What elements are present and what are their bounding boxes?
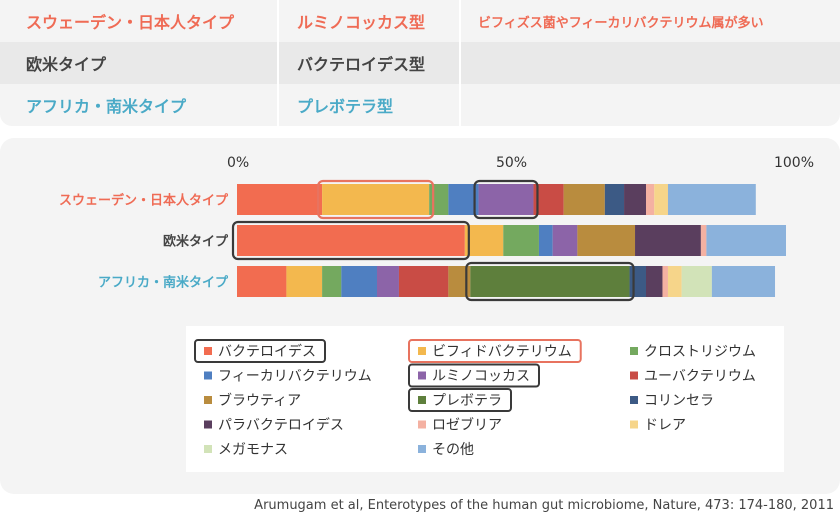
- legend-swatch: [418, 371, 426, 380]
- bar-segment: [464, 225, 504, 256]
- bar-segment: [706, 225, 786, 256]
- legend-label: バクテロイデス: [218, 343, 316, 360]
- legend-label: その他: [432, 442, 474, 458]
- bar-segment: [341, 266, 377, 297]
- legend-label: ユーバクテリウム: [644, 369, 756, 385]
- bar-segment: [376, 266, 399, 297]
- legend-swatch: [630, 420, 638, 429]
- type-name: アフリカ・南米タイプ: [26, 97, 187, 116]
- bar-segment: [662, 266, 668, 297]
- table-row: アフリカ・南米タイプ プレボテラ型: [0, 84, 840, 126]
- bar-segment: [667, 266, 682, 297]
- legend-swatch: [204, 371, 212, 380]
- bar-segment: [700, 225, 707, 256]
- x-tick-label: 50%: [496, 155, 527, 171]
- legend-swatch: [204, 420, 212, 429]
- bar-segment: [635, 225, 701, 256]
- legend-box: [186, 326, 784, 472]
- bar-segment: [538, 225, 553, 256]
- x-tick-label: 0%: [227, 155, 249, 171]
- legend-label: ロゼブリア: [432, 417, 502, 434]
- category-label: スウェーデン・日本人タイプ: [59, 193, 229, 209]
- bar-segment: [646, 184, 655, 215]
- legend-swatch: [204, 396, 212, 404]
- legend-label: メガモナス: [218, 442, 288, 458]
- table-row: 欧米タイプ バクテロイデス型: [0, 42, 840, 84]
- legend-swatch: [418, 347, 426, 355]
- category-label: 欧米タイプ: [163, 234, 229, 250]
- legend-label: コリンセラ: [644, 393, 714, 409]
- bar-segment: [624, 184, 647, 215]
- category-label: アフリカ・南米タイプ: [98, 275, 229, 291]
- genus-type: バクテロイデス型: [297, 55, 426, 74]
- bar-segment: [429, 184, 449, 215]
- type-note: ビフィズス菌やフィーカリバクテリウム属が多い: [478, 15, 764, 31]
- bar-segment: [398, 266, 449, 297]
- bar-segment: [237, 225, 465, 256]
- bar-segment: [711, 266, 776, 297]
- legend-highlight-frame: [408, 339, 582, 363]
- highlight-frame: [473, 179, 539, 220]
- column-divider: [277, 0, 279, 126]
- legend-highlight-frame: [408, 363, 540, 388]
- bar-segment: [563, 184, 605, 215]
- legend-swatch: [204, 445, 212, 453]
- legend-swatch: [204, 347, 212, 355]
- legend-label: クロストリジウム: [644, 344, 756, 360]
- bar-segment: [448, 266, 471, 297]
- legend-swatch: [630, 396, 638, 404]
- bar-segment: [552, 225, 578, 256]
- bar-segment: [237, 184, 323, 215]
- legend-swatch: [630, 347, 638, 355]
- bar-segment: [577, 225, 636, 256]
- legend-swatch: [418, 420, 426, 429]
- bar-segment: [604, 184, 625, 215]
- highlight-frame: [316, 179, 435, 220]
- bar-segment: [286, 266, 323, 297]
- highlight-frame: [465, 261, 635, 302]
- bar-segment: [322, 184, 430, 215]
- legend-swatch: [418, 445, 426, 453]
- legend-label: フィーカリバクテリウム: [218, 369, 372, 385]
- column-divider: [459, 0, 461, 126]
- highlight-frame: [231, 220, 470, 261]
- legend-label: ビフィドバクテリウム: [432, 344, 572, 360]
- bar-segment: [470, 266, 630, 297]
- legend-label: ルミノコッカス: [432, 369, 530, 385]
- citation: Arumugam et al, Enterotypes of the human…: [254, 498, 834, 513]
- x-tick-label: 100%: [774, 155, 814, 171]
- bar-segment: [654, 184, 668, 215]
- legend-label: プレボテラ: [432, 393, 502, 409]
- bar-segment: [646, 266, 663, 297]
- bar-segment: [237, 266, 287, 297]
- bar-segment: [629, 266, 647, 297]
- legend-label: ドレア: [644, 418, 686, 434]
- legend-highlight-frame: [408, 388, 512, 412]
- bar-segment: [681, 266, 712, 297]
- legend-swatch: [418, 396, 426, 404]
- genus-type: ルミノコッカス型: [297, 13, 426, 32]
- legend-swatch: [630, 371, 638, 380]
- type-name: スウェーデン・日本人タイプ: [26, 13, 235, 32]
- bar-segment: [667, 184, 756, 215]
- enterotype-table: スウェーデン・日本人タイプ ルミノコッカス型 ビフィズス菌やフィーカリバクテリウ…: [0, 0, 840, 126]
- bar-segment: [503, 225, 539, 256]
- table-row: スウェーデン・日本人タイプ ルミノコッカス型 ビフィズス菌やフィーカリバクテリウ…: [0, 0, 840, 42]
- legend-label: ブラウティア: [218, 392, 301, 409]
- genus-type: プレボテラ型: [297, 97, 394, 116]
- bar-segment: [478, 184, 534, 215]
- legend-label: パラバクテロイデス: [218, 417, 344, 434]
- bar-segment: [322, 266, 342, 297]
- type-name: 欧米タイプ: [26, 55, 107, 74]
- legend-highlight-frame: [194, 339, 326, 363]
